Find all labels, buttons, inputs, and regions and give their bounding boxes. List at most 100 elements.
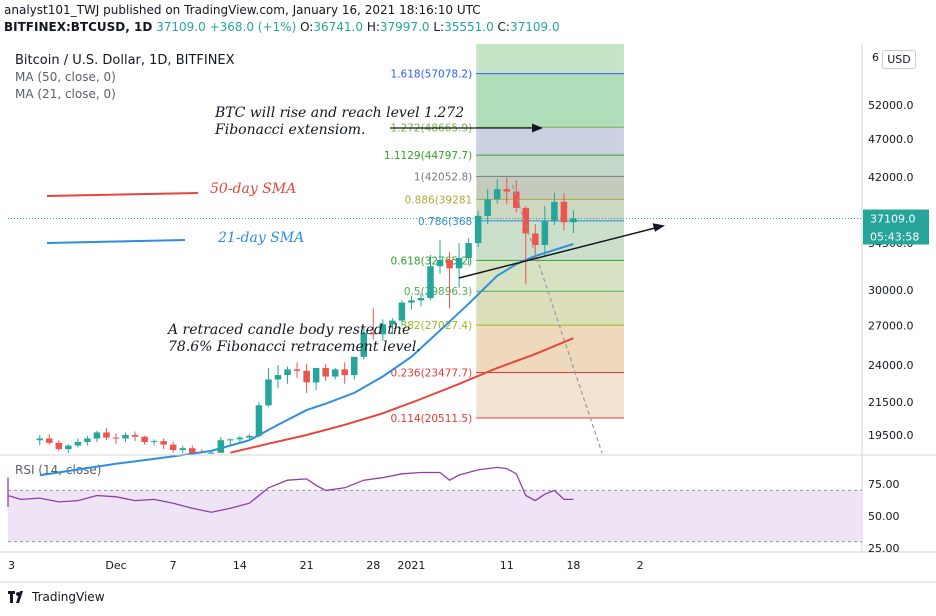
- candle-body: [150, 441, 158, 443]
- candle-body: [93, 432, 101, 439]
- candle-body: [65, 445, 72, 450]
- candle-body: [360, 333, 368, 357]
- candle-body: [408, 300, 415, 303]
- price-tag: [863, 209, 929, 228]
- fib-level-label: 1(42052.8): [414, 171, 472, 183]
- candle-body: [293, 369, 301, 371]
- candle-body: [227, 439, 234, 441]
- candle-body: [532, 233, 539, 245]
- open-value: 36741.0: [313, 20, 363, 34]
- candle-body: [217, 440, 225, 453]
- time-tick-label: 28: [366, 559, 380, 572]
- candle-body: [551, 201, 558, 222]
- rsi-tick-label: 25.00: [868, 542, 900, 555]
- projection-line: [511, 184, 603, 454]
- sma50-key-line: [46, 192, 199, 197]
- forecast-note: Fibonacci extensiom.: [214, 122, 365, 138]
- ma50-legend[interactable]: MA (50, close, 0): [15, 70, 116, 84]
- candle-body: [389, 320, 396, 325]
- price-tick-label: 30000.0: [868, 284, 914, 297]
- rsi-band: [8, 490, 862, 542]
- candle-body: [169, 444, 177, 450]
- price-tick-label: 6: [872, 51, 879, 64]
- fib-level-label: 1.1129(44797.7): [384, 150, 472, 162]
- high-value: 37997.0: [379, 20, 430, 34]
- fib-zone: [476, 127, 624, 156]
- price-tick-label: 42000.0: [868, 171, 914, 184]
- time-tick-label: 18: [566, 559, 580, 572]
- fib-level-label: 0.5(29896.3): [404, 286, 472, 298]
- forecast-note: BTC will rise and reach level 1.272: [214, 105, 464, 121]
- rsi-legend[interactable]: RSI (14, close): [15, 463, 102, 477]
- candle-body: [131, 435, 139, 437]
- candle-body: [36, 438, 44, 441]
- candle-body: [417, 298, 425, 301]
- symbol-header: BITFINEX:BTCUSD, 1D 37109.0 +368.0 (+1%)…: [4, 20, 560, 34]
- candle-body: [236, 437, 244, 440]
- candle-body: [284, 369, 291, 376]
- chart-legend-title[interactable]: Bitcoin / U.S. Dollar, 1D, BITFINEX: [15, 53, 235, 68]
- candle-body: [370, 333, 377, 335]
- current-price: 37109.0: [156, 20, 206, 34]
- fib-level-label: 0.886(39281: [405, 194, 473, 206]
- fib-level-label: 0.114(20511.5): [391, 413, 473, 425]
- price-tag-value: 37109.0: [870, 213, 916, 226]
- candle-body: [179, 448, 186, 450]
- price-change: +368.0 (+1%): [209, 20, 297, 34]
- candle-body: [112, 437, 120, 439]
- currency-button[interactable]: USD: [882, 50, 916, 69]
- candle-body: [208, 452, 215, 454]
- candle-body: [455, 257, 463, 269]
- time-tick-label: 11: [500, 559, 514, 572]
- candle-body: [312, 367, 320, 383]
- price-tick-label: 21500.0: [868, 396, 914, 409]
- candle-body: [103, 432, 110, 438]
- candle-body: [560, 201, 568, 223]
- publish-info: analyst101_TWJ published on TradingView.…: [4, 3, 481, 17]
- candle-body: [474, 215, 482, 244]
- candle-body: [427, 266, 434, 299]
- fib-zone-top: [476, 44, 624, 74]
- candle-body: [255, 405, 263, 436]
- rsi-tick-label: 75.00: [868, 478, 900, 491]
- fib-level-label: 0.236(23477.7): [391, 368, 473, 380]
- tradingview-logo-icon: [8, 591, 26, 603]
- time-tick-label: 3: [8, 559, 15, 572]
- candle-body: [46, 438, 53, 443]
- candle-body: [351, 356, 358, 376]
- retrace-note: A retraced candle body rested the: [166, 322, 410, 338]
- candle-body: [436, 260, 444, 267]
- sma21-label: 21-day SMA: [217, 230, 304, 246]
- fib-zone: [476, 260, 624, 292]
- arrow-head-icon: [652, 223, 665, 232]
- candle-body: [331, 369, 339, 377]
- candle-body: [503, 189, 510, 192]
- ma21-legend[interactable]: MA (21, close, 0): [15, 87, 116, 101]
- candle-body: [303, 370, 310, 383]
- candle-body: [55, 442, 63, 450]
- candle-body: [570, 218, 577, 223]
- time-tick-label: Dec: [105, 559, 126, 572]
- tradingview-brand[interactable]: TradingView: [8, 590, 105, 604]
- time-tick-label: 2021: [397, 559, 425, 572]
- candle-body: [84, 438, 91, 442]
- candle-body: [398, 302, 406, 321]
- low-value: 35551.0: [444, 20, 494, 34]
- brand-text: TradingView: [32, 590, 105, 604]
- countdown-value: 05:43:58: [870, 231, 919, 244]
- candle-body: [465, 243, 472, 258]
- candle-body: [188, 448, 196, 453]
- candle-body: [522, 207, 530, 234]
- time-tick-label: 21: [300, 559, 314, 572]
- rsi-tick-label: 50.00: [868, 510, 900, 523]
- candle-body: [379, 324, 387, 335]
- fib-zone: [476, 199, 624, 221]
- close-value: 37109.0: [509, 20, 560, 34]
- price-axis[interactable]: [862, 44, 936, 453]
- candle-body: [141, 436, 148, 442]
- retrace-note: 78.6% Fibonacci retracement level.: [168, 339, 421, 355]
- symbol-name: BITFINEX:BTCUSD, 1D: [4, 20, 153, 34]
- fib-level-label: 0.786(368: [418, 216, 472, 228]
- candle-body: [74, 441, 82, 446]
